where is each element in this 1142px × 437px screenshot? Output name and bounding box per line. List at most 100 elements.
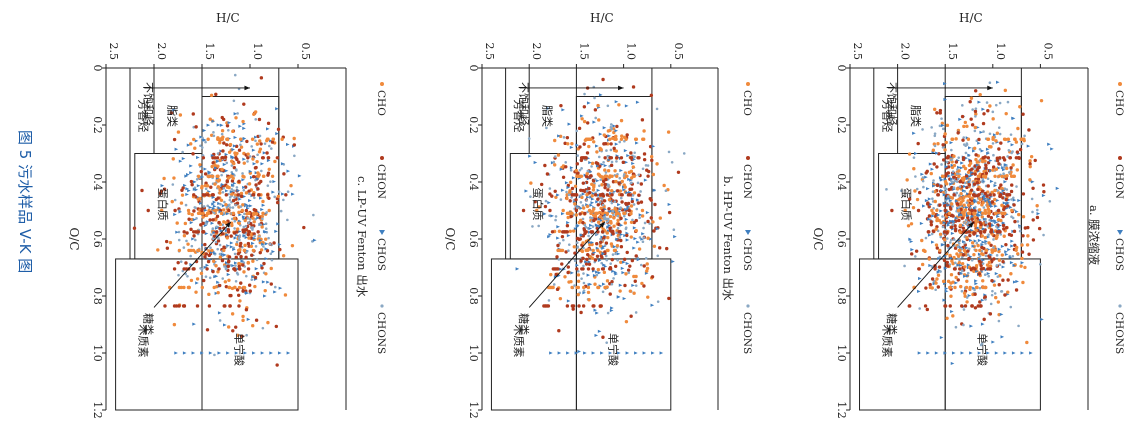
- chon-point: [579, 310, 583, 315]
- cho-point: [628, 289, 633, 293]
- arrow-lignin-head: [968, 221, 974, 228]
- chon-point: [302, 225, 306, 230]
- chos-point: [970, 170, 974, 175]
- cho-point: [606, 169, 611, 173]
- chos-point: [942, 298, 947, 302]
- chos-point: [566, 351, 570, 355]
- chons-point: [940, 117, 943, 120]
- cho-point: [609, 219, 613, 224]
- chon-point: [989, 230, 993, 234]
- chon-point: [650, 275, 655, 279]
- region-label-aromatic: 芳香烃: [137, 99, 151, 132]
- chon-point: [266, 156, 271, 160]
- chos-point: [186, 173, 190, 177]
- chos-point: [246, 317, 251, 321]
- cho-point: [604, 285, 608, 290]
- chon-point: [601, 208, 605, 213]
- chos-point: [614, 272, 618, 276]
- chos-point: [579, 233, 584, 237]
- chos-point: [947, 174, 951, 178]
- chos-point: [619, 223, 624, 227]
- chos-point: [515, 267, 520, 271]
- cho-point: [944, 140, 948, 145]
- chon-point: [979, 222, 983, 227]
- chos-point: [595, 179, 600, 183]
- chon-point: [214, 92, 218, 97]
- chon-point: [609, 156, 614, 160]
- cho-point: [565, 196, 569, 201]
- cho-point: [225, 185, 230, 189]
- chon-point: [1037, 226, 1042, 231]
- chons-point: [950, 148, 953, 152]
- chos-point: [264, 247, 269, 251]
- cho-point: [246, 211, 250, 216]
- chons-point: [616, 226, 620, 230]
- chons-point: [612, 277, 615, 280]
- chon-point: [979, 230, 983, 234]
- cho-point: [950, 137, 955, 141]
- chos-point: [1011, 116, 1015, 120]
- chon-point: [132, 226, 137, 230]
- chons-point: [656, 300, 660, 303]
- chon-point: [953, 224, 957, 228]
- chon-point: [578, 212, 582, 216]
- chos-point: [606, 225, 610, 229]
- oc-tick-label: 0.2: [835, 116, 848, 134]
- chon-point: [954, 160, 959, 164]
- chon-point: [650, 158, 654, 163]
- cho-point: [607, 198, 612, 202]
- region-carb-box: [115, 258, 203, 411]
- cho-point: [216, 290, 220, 295]
- chos-point: [972, 286, 976, 290]
- region-label-aromatic: 芳香烃: [880, 99, 894, 132]
- chon-point: [609, 163, 614, 168]
- cho-point: [220, 137, 225, 141]
- chos-point: [980, 322, 985, 326]
- region-label-lipid: 脂类: [909, 105, 923, 127]
- chos-point: [192, 322, 196, 326]
- chos-point: [217, 201, 221, 206]
- cho-point: [1017, 212, 1021, 217]
- chos-point: [939, 209, 943, 213]
- chons-point: [590, 165, 593, 168]
- arrow-unsaturated-head: [244, 85, 250, 91]
- chon-point: [938, 203, 942, 207]
- chon-point: [232, 165, 237, 170]
- chon-point: [1012, 203, 1016, 207]
- chon-point: [579, 259, 583, 263]
- cho-point: [572, 245, 577, 249]
- cho-point: [952, 255, 956, 260]
- chos-point: [291, 192, 295, 196]
- oc-tick-label: 0.4: [835, 173, 848, 191]
- cho-point: [984, 248, 988, 253]
- chos-point: [951, 172, 955, 177]
- chon-point: [1001, 214, 1005, 219]
- chon-point: [610, 193, 614, 197]
- chos-point: [587, 260, 592, 264]
- oc-tick-label: 1.2: [91, 401, 104, 419]
- chos-point: [191, 351, 196, 355]
- cho-point: [237, 210, 241, 215]
- cho-point: [207, 292, 211, 297]
- chon-point: [543, 163, 547, 168]
- chos-point: [626, 153, 630, 158]
- cho-point: [962, 195, 966, 200]
- chons-point: [971, 108, 974, 111]
- chon-point: [560, 234, 565, 239]
- chons-point: [933, 132, 937, 135]
- chos-point: [213, 275, 217, 279]
- chon-point: [589, 174, 593, 178]
- chos-point: [230, 183, 235, 187]
- chos-point: [211, 195, 216, 199]
- chos-point: [607, 223, 612, 228]
- chos-point: [624, 207, 628, 212]
- chos-point: [590, 240, 595, 245]
- chos-point: [584, 260, 588, 264]
- cho-point: [212, 285, 216, 290]
- chon-point: [972, 182, 977, 186]
- chons-point: [269, 180, 272, 183]
- chos-point: [244, 202, 248, 207]
- chons-point: [1005, 188, 1009, 191]
- chos-point: [1012, 263, 1017, 267]
- chos-point: [297, 174, 302, 178]
